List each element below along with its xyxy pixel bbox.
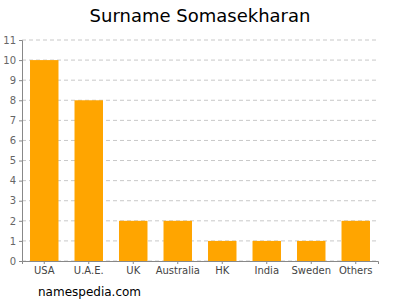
y-tick: 3 xyxy=(10,195,22,206)
y-tick-label: 11 xyxy=(3,35,16,46)
bar xyxy=(30,60,58,261)
y-tick-mark xyxy=(19,60,22,61)
y-tick-mark xyxy=(19,100,22,101)
y-tick-label: 6 xyxy=(10,135,16,146)
y-tick-mark xyxy=(19,120,22,121)
x-tick: UK xyxy=(126,261,140,276)
x-tick: Sweden xyxy=(291,261,331,276)
bar xyxy=(75,100,103,261)
x-tick-label: Sweden xyxy=(291,265,331,276)
y-tick-mark xyxy=(19,80,22,81)
y-tick-mark xyxy=(19,161,22,162)
x-tick-label: Australia xyxy=(156,265,200,276)
bar xyxy=(208,241,236,261)
x-tick: HK xyxy=(215,261,230,276)
x-tick-label: UK xyxy=(126,265,140,276)
bar xyxy=(253,241,281,261)
y-tick-mark xyxy=(19,40,22,41)
y-tick-label: 7 xyxy=(10,115,16,126)
x-axis-line xyxy=(23,262,379,265)
y-tick-label: 2 xyxy=(10,216,16,227)
x-tick-mark xyxy=(177,261,178,264)
x-tick-mark xyxy=(355,261,356,264)
grid-line xyxy=(22,40,378,41)
y-tick-mark xyxy=(19,221,22,222)
bar xyxy=(297,241,325,261)
y-tick-mark xyxy=(19,181,22,182)
y-tick-label: 0 xyxy=(10,256,16,267)
y-tick-mark xyxy=(19,140,22,141)
y-tick: 10 xyxy=(3,55,22,66)
x-axis: USA U.A.E. UK Australia HK India Sweden Others xyxy=(23,261,379,276)
y-tick-label: 4 xyxy=(10,175,16,186)
x-tick-mark xyxy=(266,261,267,264)
grid-line xyxy=(22,80,378,81)
grid xyxy=(22,40,378,261)
y-tick-label: 3 xyxy=(10,195,16,206)
x-tick-mark xyxy=(222,261,223,264)
x-tick: India xyxy=(254,261,279,276)
title: Surname Somasekharan xyxy=(90,5,311,26)
y-tick: 8 xyxy=(10,95,22,106)
x-tick-label: U.A.E. xyxy=(74,265,104,276)
x-tick-mark xyxy=(311,261,312,264)
y-tick-label: 1 xyxy=(10,236,16,247)
y-tick: 2 xyxy=(10,216,22,227)
y-tick-mark xyxy=(19,201,22,202)
chart: Surname Somasekharan 0 1 2 3 4 5 6 7 8 9 10 11 USA U.A… xyxy=(0,0,400,300)
bar xyxy=(342,221,370,261)
y-tick-mark xyxy=(19,241,22,242)
y-tick: 4 xyxy=(10,175,22,186)
bars xyxy=(30,60,370,261)
y-tick-label: 10 xyxy=(3,55,16,66)
y-tick-mark xyxy=(19,261,22,262)
y-axis: 0 1 2 3 4 5 6 7 8 9 10 11 xyxy=(3,35,22,267)
bar xyxy=(164,221,192,261)
x-tick-mark xyxy=(133,261,134,264)
x-tick-label: HK xyxy=(215,265,230,276)
x-tick-mark xyxy=(88,261,89,264)
x-tick: USA xyxy=(34,261,55,276)
y-tick: 0 xyxy=(10,256,22,267)
x-tick-mark xyxy=(44,261,45,264)
y-tick-label: 9 xyxy=(10,75,16,86)
y-tick: 7 xyxy=(10,115,22,126)
x-tick-label: USA xyxy=(34,265,55,276)
source: namespedia.com xyxy=(38,285,141,299)
y-tick: 11 xyxy=(3,35,22,46)
x-tick: U.A.E. xyxy=(74,261,104,276)
y-tick: 5 xyxy=(10,155,22,166)
x-tick-label: India xyxy=(254,265,279,276)
y-axis-line xyxy=(19,41,23,262)
y-tick: 6 xyxy=(10,135,22,146)
y-tick-label: 8 xyxy=(10,95,16,106)
x-tick: Others xyxy=(339,261,373,276)
x-tick-label: Others xyxy=(339,265,373,276)
y-tick: 9 xyxy=(10,75,22,86)
y-tick: 1 xyxy=(10,236,22,247)
grid-line xyxy=(22,60,378,61)
x-tick: Australia xyxy=(156,261,200,276)
bar xyxy=(119,221,147,261)
y-tick-label: 5 xyxy=(10,155,16,166)
